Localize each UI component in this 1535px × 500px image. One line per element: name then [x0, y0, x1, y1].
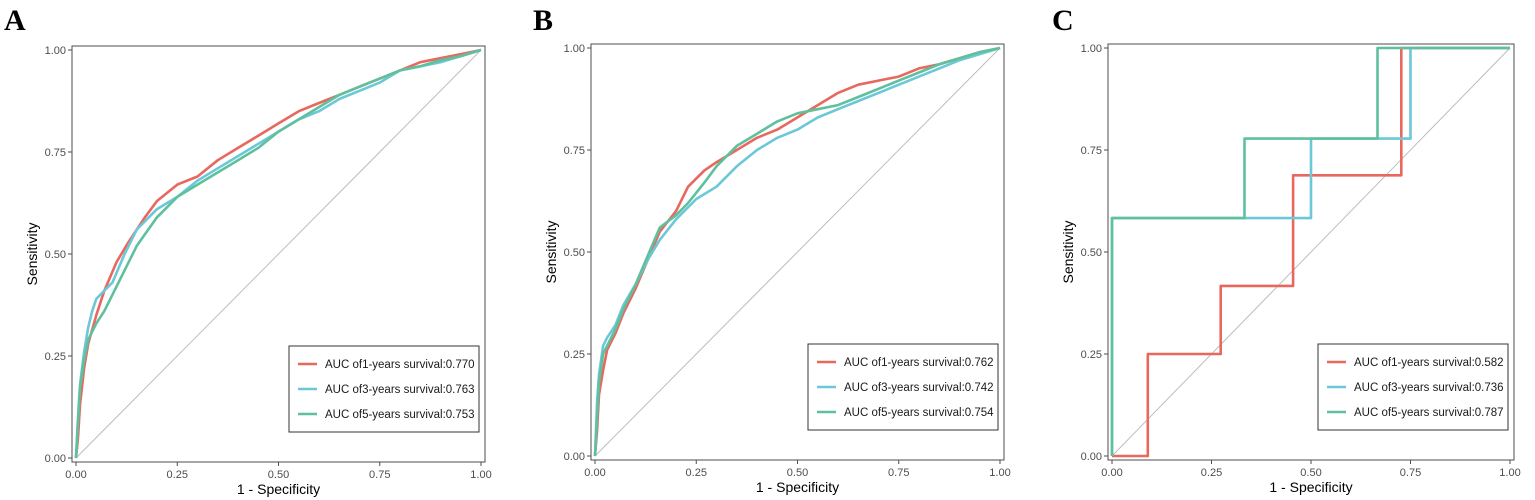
panel-letter: A: [4, 4, 26, 37]
x-tick-label: 0.75: [888, 467, 909, 479]
y-tick-label: 0.50: [1081, 247, 1102, 259]
y-axis-title: Sensitivity: [543, 220, 559, 283]
legend-box: [1317, 343, 1509, 431]
legend-box: [807, 343, 999, 431]
legend-label: AUC of3-years survival:0.763: [325, 384, 475, 396]
legend-label: AUC of3-years survival:0.736: [1354, 382, 1504, 394]
roc-curve-series-2: [593, 46, 1001, 457]
reference-diagonal: [75, 49, 482, 459]
panel-c: C 0.00 0.25 0.50 0.75 1.00 0.00 0.25 0.50 0.75 1.0…: [1052, 4, 1521, 495]
x-axis-title: 1 - Specificity: [756, 479, 839, 495]
x-tick-label: 0.25: [1201, 467, 1222, 479]
x-tick-label: 0.00: [65, 469, 86, 481]
y-axis-title: Sensitivity: [24, 222, 40, 285]
panel-b: B 0.00 0.25 0.50 0.75 1.00 0.00 0.25 0.50 0.75 1.0…: [533, 4, 1011, 495]
roc-curve-series-3: [74, 48, 482, 459]
x-tick-label: 0.75: [1400, 467, 1421, 479]
legend: AUC of1-years survival:0.762 AUC of3-year…: [807, 343, 999, 431]
y-tick-label: 0.50: [564, 247, 585, 259]
y-tick-label: 0.00: [45, 453, 66, 465]
panel-letter: B: [533, 4, 553, 37]
roc-curve-series-3: [1110, 46, 1510, 456]
legend-label: AUC of5-years survival:0.753: [325, 409, 475, 421]
reference-diagonal: [1111, 47, 1511, 457]
x-tick-label: 0.75: [369, 469, 390, 481]
roc-curve-series-1: [1112, 46, 1510, 458]
y-tick-label: 0.25: [1081, 349, 1102, 361]
legend-label: AUC of5-years survival:0.754: [844, 407, 994, 419]
reference-diagonal: [594, 47, 1001, 457]
roc-curve-series-3: [593, 46, 1001, 457]
y-axis-title: Sensitivity: [1060, 220, 1076, 283]
legend-label: AUC of5-years survival:0.787: [1354, 407, 1504, 419]
legend: AUC of1-years survival:0.770 AUC of3-year…: [288, 345, 480, 433]
x-axis-title: 1 - Specificity: [1269, 479, 1352, 495]
panel-a: A 0.00 0.25 0.50 0.75 1.00 0.00 0.25 0.50 0.75 1.0…: [4, 4, 492, 497]
y-tick-label: 0.25: [564, 349, 585, 361]
x-tick-label: 0.50: [787, 467, 808, 479]
roc-curve-series-2: [74, 48, 482, 459]
x-tick-label: 1.00: [470, 469, 491, 481]
y-tick-label: 0.75: [45, 147, 66, 159]
legend-label: AUC of3-years survival:0.742: [844, 382, 994, 394]
legend-label: AUC of1-years survival:0.770: [325, 359, 475, 371]
y-tick-label: 1.00: [564, 43, 585, 55]
x-tick-label: 0.50: [1300, 467, 1321, 479]
x-tick-label: 0.50: [268, 469, 289, 481]
x-tick-label: 0.25: [167, 469, 188, 481]
x-tick-label: 1.00: [989, 467, 1010, 479]
x-tick-label: 0.25: [686, 467, 707, 479]
y-tick-label: 0.00: [1081, 451, 1102, 463]
y-tick-label: 0.25: [45, 351, 66, 363]
legend-box: [288, 345, 480, 433]
x-tick-label: 1.00: [1499, 467, 1520, 479]
legend: AUC of1-years survival:0.582 AUC of3-year…: [1317, 343, 1509, 431]
legend-label: AUC of1-years survival:0.762: [844, 357, 994, 369]
x-tick-label: 0.00: [584, 467, 605, 479]
x-tick-label: 0.00: [1101, 467, 1122, 479]
y-tick-label: 0.75: [564, 145, 585, 157]
legend-label: AUC of1-years survival:0.582: [1354, 357, 1504, 369]
y-tick-label: 0.50: [45, 249, 66, 261]
y-tick-label: 1.00: [45, 45, 66, 57]
panel-letter: C: [1052, 4, 1074, 37]
y-tick-label: 0.00: [564, 451, 585, 463]
y-tick-label: 0.75: [1081, 145, 1102, 157]
y-tick-label: 1.00: [1081, 43, 1102, 55]
x-axis-title: 1 - Specificity: [237, 481, 320, 497]
